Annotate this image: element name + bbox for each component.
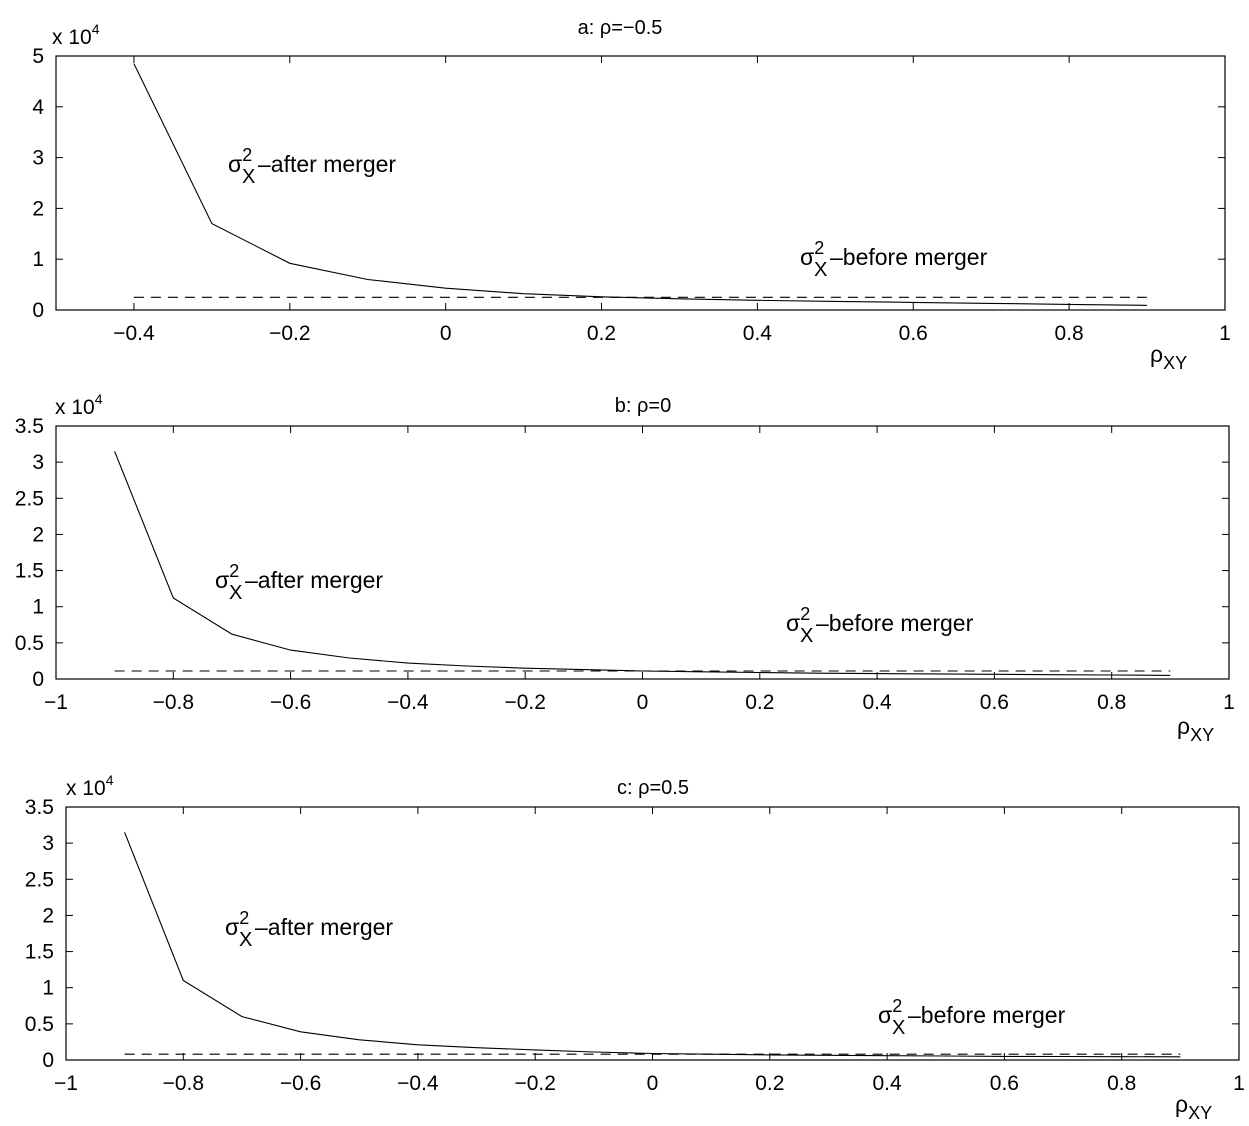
y-exponent-label: x 104 bbox=[66, 772, 114, 800]
x-tick-label: −0.8 bbox=[163, 1072, 204, 1095]
x-tick-label: −0.2 bbox=[514, 1072, 555, 1095]
y-tick-label: 3 bbox=[32, 147, 44, 170]
subplot-2: −1 −0.8 −0.6 −0.4 −0.2 0 0.2 0.4 0.6 0.8 1 0 0.5 1 1.5… bbox=[25, 772, 1245, 1123]
plot-frame bbox=[55, 425, 1230, 680]
x-tick-label: −0.6 bbox=[270, 691, 311, 714]
y-tick-label: 0 bbox=[32, 299, 44, 322]
x-tick-label: −0.4 bbox=[397, 1072, 439, 1095]
x-tick-label: 0 bbox=[440, 322, 452, 345]
plot-frame bbox=[55, 55, 1226, 311]
annotation-after-merger: σ2 X –after merger bbox=[215, 561, 383, 604]
x-tick-label: 0.2 bbox=[587, 322, 616, 345]
y-tick-label: 2 bbox=[32, 523, 44, 546]
chart-title: b: ρ=0 bbox=[615, 395, 671, 417]
subplot-0: −0.4 −0.2 0 0.2 0.4 0.6 0.8 1 0 1 2 3 4 5 x 104 a: ρ=−0… bbox=[32, 17, 1231, 373]
y-tick-label: 0.5 bbox=[25, 1013, 54, 1036]
x-tick-label: −1 bbox=[54, 1072, 78, 1095]
x-tick-label: 0.2 bbox=[755, 1072, 784, 1095]
x-tick-label: 0.4 bbox=[862, 691, 892, 714]
x-tick-label: −0.8 bbox=[153, 691, 194, 714]
y-tick-label: 2 bbox=[42, 904, 54, 927]
y-tick-label: 3 bbox=[32, 451, 44, 474]
annotation-before-merger: σ2 X –before merger bbox=[786, 604, 974, 647]
y-tick-label: 1.5 bbox=[15, 560, 44, 583]
annotation-after-merger: σ2 X –after merger bbox=[225, 908, 393, 951]
y-tick-label: 2.5 bbox=[15, 487, 44, 510]
y-tick-label: 1.5 bbox=[25, 941, 54, 964]
chart-title: c: ρ=0.5 bbox=[617, 777, 689, 799]
x-tick-label: −0.4 bbox=[113, 322, 155, 345]
x-tick-label: 1 bbox=[1223, 691, 1235, 714]
y-exponent-label: x 104 bbox=[52, 21, 100, 49]
x-tick-label: 0.8 bbox=[1055, 322, 1084, 345]
x-tick-label: 0.4 bbox=[872, 1072, 902, 1095]
subplot-1: −1 −0.8 −0.6 −0.4 −0.2 0 0.2 0.4 0.6 0.8 1 0 0.5 1 1.5… bbox=[15, 391, 1235, 745]
x-axis-label: ρXY bbox=[1175, 1091, 1212, 1123]
x-tick-label: 0.8 bbox=[1107, 1072, 1136, 1095]
x-tick-label: 0.6 bbox=[899, 322, 928, 345]
x-tick-label: 0.6 bbox=[980, 691, 1009, 714]
x-tick-label: −0.2 bbox=[504, 691, 545, 714]
x-tick-label: 0 bbox=[647, 1072, 659, 1095]
chart-title: a: ρ=−0.5 bbox=[578, 17, 663, 39]
x-tick-label: 0 bbox=[637, 691, 649, 714]
y-tick-label: 3.5 bbox=[25, 796, 54, 819]
x-tick-label: 0.8 bbox=[1097, 691, 1126, 714]
y-tick-label: 3.5 bbox=[15, 415, 44, 438]
x-axis-label: ρXY bbox=[1177, 713, 1214, 745]
y-tick-label: 1 bbox=[32, 248, 44, 271]
y-tick-label: 4 bbox=[32, 96, 44, 119]
annotation-before-merger: σ2 X –before merger bbox=[800, 238, 988, 281]
x-tick-label: 0.2 bbox=[745, 691, 774, 714]
y-exponent-label: x 104 bbox=[55, 391, 103, 419]
series-after-merger-line bbox=[124, 832, 1181, 1058]
x-tick-label: 1 bbox=[1219, 322, 1231, 345]
annotation-before-merger: σ2 X –before merger bbox=[878, 996, 1066, 1039]
y-tick-label: 3 bbox=[42, 832, 54, 855]
x-axis-label: ρXY bbox=[1150, 341, 1187, 373]
y-tick-label: 0.5 bbox=[15, 632, 44, 655]
y-tick-label: 1 bbox=[42, 977, 54, 1000]
x-tick-label: 0.4 bbox=[743, 322, 773, 345]
y-tick-label: 2 bbox=[32, 197, 44, 220]
x-tick-label: −0.6 bbox=[280, 1072, 321, 1095]
x-tick-label: 1 bbox=[1233, 1072, 1245, 1095]
y-tick-label: 5 bbox=[32, 45, 44, 68]
x-tick-label: −1 bbox=[44, 691, 68, 714]
x-tick-label: −0.4 bbox=[387, 691, 429, 714]
series-after-merger-line bbox=[133, 63, 1148, 306]
y-tick-label: 1 bbox=[32, 596, 44, 619]
x-tick-label: 0.6 bbox=[990, 1072, 1019, 1095]
y-tick-label: 0 bbox=[42, 1049, 54, 1072]
y-tick-label: 2.5 bbox=[25, 868, 54, 891]
y-tick-label: 0 bbox=[32, 668, 44, 691]
series-after-merger-line bbox=[114, 451, 1171, 676]
annotation-after-merger: σ2 X –after merger bbox=[228, 145, 396, 188]
x-tick-label: −0.2 bbox=[269, 322, 310, 345]
